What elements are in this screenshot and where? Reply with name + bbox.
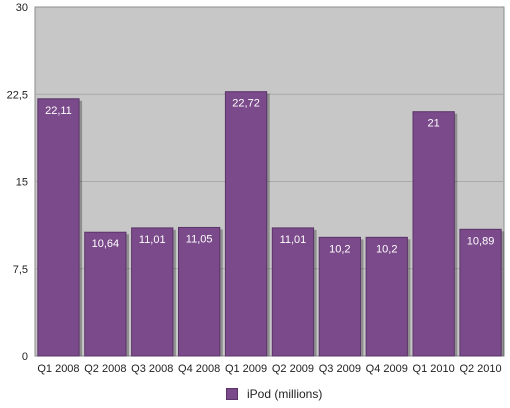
data-label: 22,11: [45, 105, 72, 117]
data-label: 21: [428, 118, 440, 130]
y-tick-label: 0: [22, 351, 28, 363]
bar: [318, 236, 361, 357]
x-tick-label: Q1 2009: [225, 363, 267, 375]
data-label: 10,2: [376, 243, 397, 255]
x-tick-label: Q3 2008: [131, 363, 173, 375]
y-tick-label: 15: [16, 177, 28, 189]
x-tick-label: Q3 2009: [319, 363, 361, 375]
x-tick-label: Q1 2010: [413, 363, 455, 375]
x-tick-labels: Q1 2008 Q2 2008 Q3 2008 Q4 2008 Q1 2009 Q2 20…: [37, 363, 501, 375]
y-tick-labels: 0 7,5 15 22,5 30: [7, 2, 28, 363]
bar: [84, 231, 127, 357]
data-label: 11,01: [139, 234, 166, 246]
data-label: 11,05: [186, 233, 213, 245]
data-label: 10,64: [92, 238, 120, 250]
legend: iPod (millions): [226, 387, 322, 401]
bar: [271, 227, 315, 357]
y-tick-label: 30: [16, 2, 28, 14]
legend-label: iPod (millions): [247, 387, 323, 401]
bar: [412, 111, 455, 357]
x-tick-label: Q1 2008: [37, 363, 79, 375]
data-label: 22,72: [232, 98, 260, 110]
x-tick-label: Q2 2010: [459, 363, 501, 375]
bar: [131, 227, 174, 357]
bar: [224, 91, 268, 357]
bar: [365, 236, 408, 357]
x-tick-label: Q4 2008: [178, 363, 220, 375]
data-label: 11,01: [280, 234, 307, 246]
x-tick-label: Q2 2009: [272, 363, 314, 375]
legend-swatch: [226, 388, 238, 400]
bar: [459, 228, 502, 357]
bars: 22,11 10,64 11,01 11,05 22,72 11,01 10,2 10,2 21…: [37, 91, 505, 357]
bar: [178, 226, 221, 357]
x-tick-label: Q2 2008: [84, 363, 126, 375]
bar: [37, 98, 80, 357]
data-label: 10,2: [329, 243, 350, 255]
data-label: 10,89: [467, 235, 495, 247]
x-tick-label: Q4 2009: [366, 363, 408, 375]
y-tick-label: 22,5: [7, 89, 28, 101]
y-tick-label: 7,5: [13, 264, 28, 276]
